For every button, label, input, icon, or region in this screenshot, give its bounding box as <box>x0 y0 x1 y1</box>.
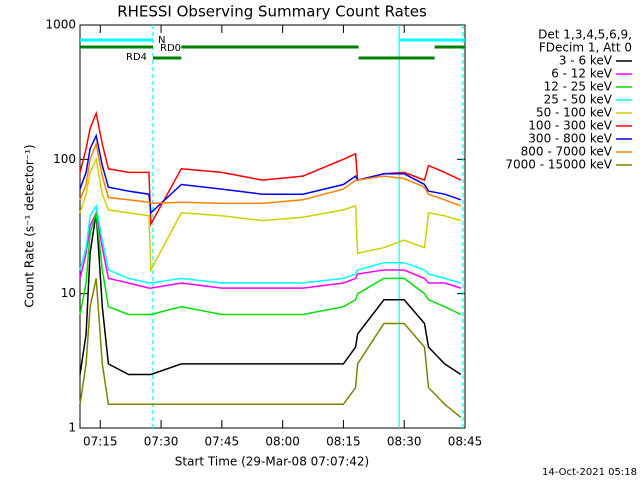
x-tick-label: 07:45 <box>205 435 240 449</box>
series-line <box>79 212 462 376</box>
x-axis-label: Start Time (29-Mar-08 07:07:42) <box>175 455 369 469</box>
x-tick-label: 07:15 <box>83 435 118 449</box>
y-tick-label: 1000 <box>45 18 76 32</box>
x-tick-label: 08:15 <box>326 435 361 449</box>
y-tick-label: 1 <box>68 421 76 435</box>
x-tick-label: 08:30 <box>387 435 422 449</box>
x-tick-label: 08:00 <box>265 435 300 449</box>
legend-header: FDecim 1, Att 0 <box>539 41 632 55</box>
flag-label: N <box>158 35 165 46</box>
series-line <box>79 203 462 284</box>
flag-label: RD4 <box>126 52 147 63</box>
plot-frame <box>79 24 466 429</box>
legend-label: 100 - 300 keV <box>528 119 612 133</box>
y-tick-label: 10 <box>61 286 76 300</box>
footer: 14-Oct-2021 05:18 <box>542 467 637 478</box>
x-tick-label: 07:30 <box>144 435 179 449</box>
legend-label: 3 - 6 keV <box>559 54 613 68</box>
legend-label: 50 - 100 keV <box>536 106 613 120</box>
legend-label: 12 - 25 keV <box>544 80 613 94</box>
series-line <box>79 133 462 215</box>
legend-label: 25 - 50 keV <box>544 93 613 107</box>
y-axis-label: Count Rate (s⁻¹ detector⁻¹) <box>23 144 37 307</box>
flag-label: RD0 <box>160 43 181 54</box>
series-line <box>79 210 462 289</box>
chart-title: RHESSI Observing Summary Count Rates <box>117 3 427 21</box>
series-line <box>79 278 462 418</box>
legend-label: 800 - 7000 keV <box>521 145 613 159</box>
series-line <box>79 212 462 316</box>
series-line <box>79 156 462 273</box>
legend-header: Det 1,3,4,5,6,9, <box>538 28 632 42</box>
series-line <box>79 141 462 207</box>
legend-label: 7000 - 15000 keV <box>505 158 612 172</box>
legend-label: 6 - 12 keV <box>551 67 613 81</box>
legend-label: 300 - 800 keV <box>528 132 612 146</box>
y-tick-label: 100 <box>53 152 76 166</box>
x-tick-label: 08:45 <box>448 435 483 449</box>
series-line <box>79 110 462 227</box>
